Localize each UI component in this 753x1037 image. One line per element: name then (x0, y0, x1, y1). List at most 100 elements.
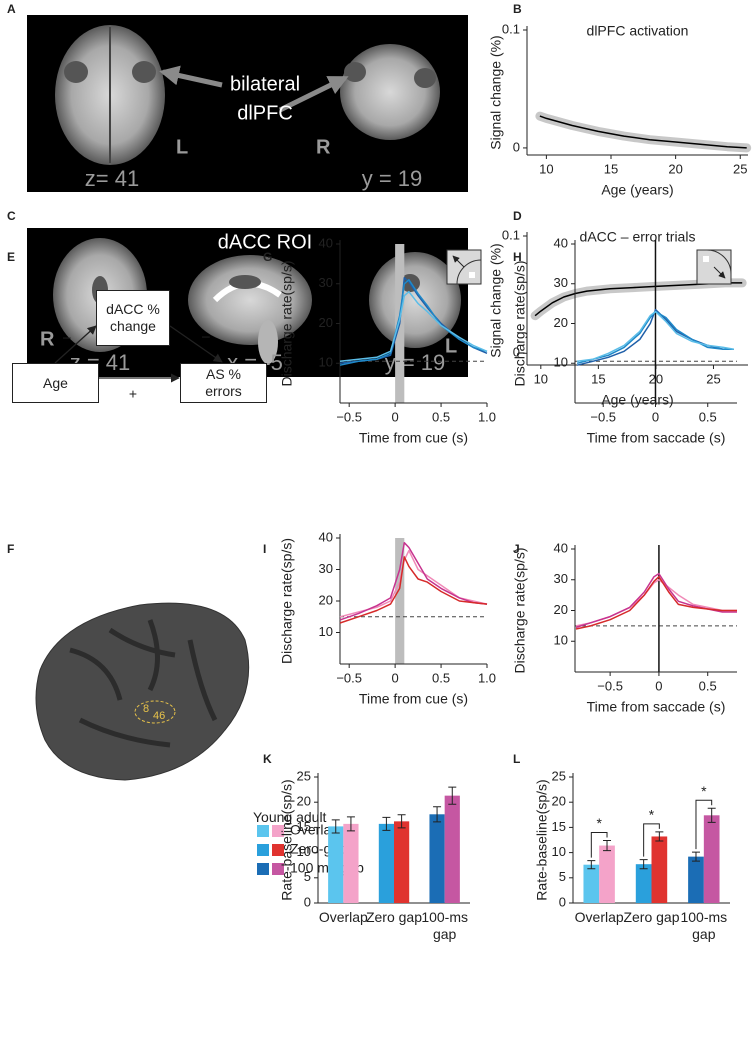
x-tick-label: Overlap (569, 909, 629, 926)
y-axis-label: Rate-baseline(sp/s) (534, 779, 550, 900)
line (576, 577, 737, 629)
x-tick-label: 1.0 (478, 670, 496, 685)
y-tick-label: 10 (554, 633, 568, 648)
y-tick-label: 0 (559, 894, 566, 909)
y-tick-label: 10 (319, 355, 333, 370)
x-axis-label: Age (years) (601, 392, 673, 408)
inset-target (703, 256, 709, 262)
x-tick-label: Zero gap (622, 909, 682, 926)
area-label: 8 (143, 703, 149, 715)
brain-coronal (340, 44, 440, 140)
hemisphere-label: R (316, 136, 331, 158)
y-tick-label: 30 (319, 561, 333, 576)
y-tick-label: 20 (319, 592, 333, 607)
cortical-surface: 8 46 (36, 603, 249, 780)
x-tick-label: −0.5 (597, 678, 623, 693)
x-tick-label: 25 (733, 161, 747, 176)
y-tick-label: 10 (554, 355, 568, 370)
diagram-node: Age (12, 363, 99, 403)
y-tick-label: 30 (554, 275, 568, 290)
diagram-node: AS % errors (180, 363, 267, 403)
diagram-node: dACC % change (96, 290, 170, 346)
x-tick-label: 0 (392, 670, 399, 685)
significance-label: * (649, 807, 655, 823)
slice-label: z= 41 (85, 166, 139, 191)
roi (64, 61, 88, 83)
x-axis-label: Time from saccade (s) (587, 430, 726, 446)
y-tick-label: 0.1 (502, 227, 520, 242)
legend-swatch (257, 844, 269, 856)
x-tick-label: 25 (706, 371, 720, 386)
x-tick-label: 1.0 (478, 409, 496, 424)
x-tick-label: 100-ms gap (415, 909, 475, 943)
panel-label: K (263, 752, 272, 766)
y-tick-label: 0.1 (502, 21, 520, 36)
x-tick-label: −0.5 (336, 670, 362, 685)
x-tick-label: 0 (392, 409, 399, 424)
y-tick-label: 20 (552, 794, 566, 809)
y-tick-label: 25 (297, 768, 311, 783)
y-tick-label: 0 (304, 894, 311, 909)
x-tick-label: 15 (604, 161, 618, 176)
x-tick-label: −0.5 (590, 409, 616, 424)
y-tick-label: 40 (554, 235, 568, 250)
panel-label: F (7, 542, 14, 556)
hemisphere-label: R (40, 328, 55, 350)
significance-label: * (596, 815, 602, 831)
annotation: dlPFC (237, 102, 293, 124)
line (340, 551, 487, 617)
y-tick-label: 30 (319, 275, 333, 290)
y-tick-label: 40 (319, 529, 333, 544)
bar (429, 814, 444, 903)
roi (414, 68, 436, 88)
chart-title: dlPFC activation (587, 23, 689, 39)
significance-label: * (701, 783, 707, 799)
y-axis-label: Discharge rate(sp/s) (512, 260, 528, 386)
confidence-band (540, 116, 747, 148)
brain-panel-a: bilateral dlPFC L R z= 41 y = 19 (27, 15, 468, 192)
x-tick-label: 20 (668, 161, 682, 176)
roi (344, 62, 366, 82)
x-tick-label: 0 (655, 678, 662, 693)
x-tick-label: 0.5 (699, 678, 717, 693)
edge-sign: + (129, 386, 137, 402)
bar (379, 824, 394, 903)
bar (343, 824, 358, 903)
y-tick-label: 40 (319, 235, 333, 250)
bar (636, 864, 652, 903)
edge-sign: – (63, 329, 71, 345)
bar (394, 821, 409, 903)
bar (688, 857, 704, 903)
slice-label: y = 19 (362, 166, 423, 191)
bar (583, 865, 599, 903)
x-axis-label: Time from cue (s) (359, 691, 468, 707)
y-tick-label: 10 (319, 624, 333, 639)
x-tick-label: 10 (534, 371, 548, 386)
area-label: 46 (153, 710, 165, 722)
bar (652, 836, 668, 903)
y-axis-label: Signal change (%) (488, 243, 504, 357)
shade (395, 538, 404, 664)
x-axis-label: Time from saccade (s) (587, 699, 726, 715)
bar (445, 796, 460, 903)
y-tick-label: 20 (554, 315, 568, 330)
x-tick-label: 0 (652, 409, 659, 424)
surface (36, 603, 249, 780)
legend-swatch (257, 825, 269, 837)
y-axis-label: Discharge rate(sp/s) (279, 260, 295, 386)
panel-label: D (513, 209, 522, 223)
panel-label: L (513, 752, 520, 766)
x-axis-label: Age (years) (601, 182, 673, 198)
legend-title: Young adult (253, 809, 326, 826)
y-axis-label: Signal change (%) (488, 35, 504, 149)
panel-label: E (7, 250, 15, 264)
y-axis-label: Rate-baseline(sp/s) (279, 779, 295, 900)
y-tick-label: 0 (513, 139, 520, 154)
line (340, 543, 487, 620)
y-tick-label: 20 (297, 794, 311, 809)
y-tick-label: 5 (304, 869, 311, 884)
y-tick-label: 25 (552, 768, 566, 783)
y-tick-label: 10 (297, 844, 311, 859)
y-tick-label: 5 (559, 869, 566, 884)
